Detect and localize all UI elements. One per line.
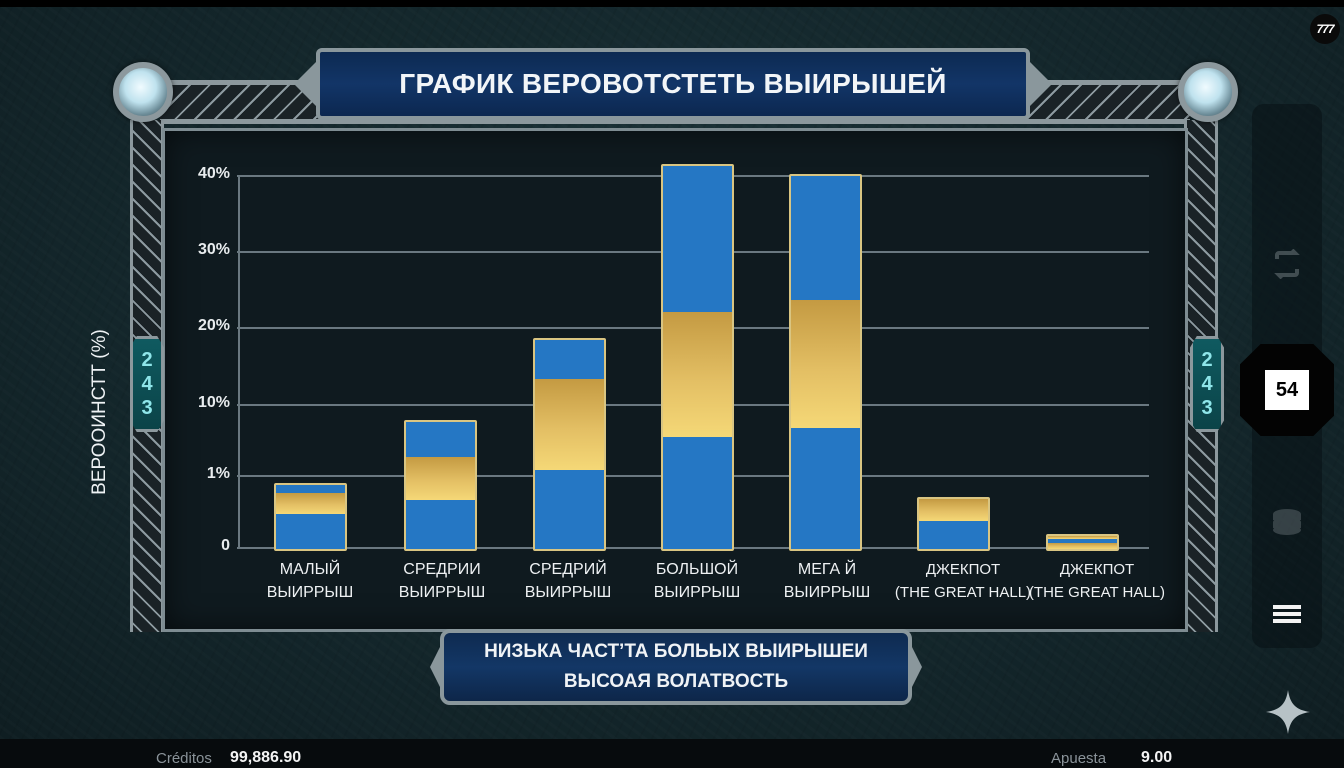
x-category-label: СРЕДРИЙ ВЫИРРЫШ bbox=[524, 561, 612, 601]
autoplay-icon[interactable] bbox=[1252, 244, 1322, 284]
bar-segment-blue bbox=[535, 340, 604, 379]
bar-segment-blue bbox=[406, 422, 475, 457]
bar-segment-blue bbox=[276, 514, 345, 549]
y-tick-label: 10% bbox=[197, 394, 230, 411]
note-line-1: НИЗЬКА ЧАСТ’ТА БОЛЬЫХ ВЫИРЫШЕИ bbox=[484, 641, 868, 662]
bar-segment-blue bbox=[535, 470, 604, 549]
ways-digit: 3 bbox=[1201, 397, 1213, 419]
bar-segment-gold bbox=[1048, 536, 1117, 539]
bar-2 bbox=[404, 420, 477, 551]
bar-segment-gold bbox=[1048, 543, 1117, 549]
menu-icon[interactable] bbox=[1252, 598, 1322, 630]
credits-value: 99,886.90 bbox=[230, 749, 302, 766]
plot-area bbox=[237, 160, 1149, 551]
bar-segment-blue bbox=[663, 166, 732, 312]
bar-segment-blue bbox=[276, 485, 345, 493]
orb-ornament-right bbox=[1178, 62, 1238, 122]
spin-count: 54 bbox=[1265, 370, 1309, 410]
bar-segment-blue bbox=[791, 176, 860, 300]
bar-6 bbox=[917, 497, 990, 551]
bar-segment-blue bbox=[919, 521, 988, 549]
y-axis-line bbox=[238, 175, 240, 548]
title-plate: ГРАФИК ВЕРОВОТСТЕТЬ ВЫИРЫШЕЙ bbox=[294, 48, 1052, 120]
bar-segment-gold bbox=[406, 457, 475, 500]
x-category-label: СРЕДРИИ ВЫИРРЫШ bbox=[398, 561, 486, 601]
bar-segment-gold bbox=[535, 379, 604, 470]
chart-title: ГРАФИК ВЕРОВОТСТЕТЬ ВЫИРЫШЕЙ bbox=[399, 68, 947, 99]
ways-badge-right: 2 4 3 bbox=[1190, 336, 1224, 432]
x-category-label: МАЛЫЙ ВЫИРРЫШ bbox=[266, 561, 354, 601]
bar-3 bbox=[533, 338, 606, 551]
ways-digit: 4 bbox=[1201, 373, 1213, 395]
note-line-2: ВЫСОАЯ ВОЛАТВОСТЬ bbox=[563, 671, 789, 692]
x-category-label: МЕГА Й ВЫИРРЫШ bbox=[783, 561, 871, 601]
bar-4 bbox=[661, 164, 734, 551]
bar-segment-blue bbox=[1048, 539, 1117, 543]
bottom-info-bar: Créditos 99,886.90 Apuesta 9.00 bbox=[0, 739, 1344, 768]
bar-segment-gold bbox=[276, 493, 345, 514]
coins-icon[interactable] bbox=[1252, 502, 1322, 542]
volatility-note-plate: НИЗЬКА ЧАСТ’ТА БОЛЬЫХ ВЫИРЫШЕИ ВЫСОАЯ ВО… bbox=[430, 629, 922, 705]
ways-digit: 2 bbox=[141, 349, 153, 371]
y-tick-label: 0 bbox=[221, 537, 230, 554]
bar-segment-gold bbox=[791, 300, 860, 428]
bar-5 bbox=[789, 174, 862, 551]
logo-777[interactable]: 777 bbox=[1310, 14, 1340, 44]
y-axis-title: ВЕРООИНСТТ (%) bbox=[89, 329, 110, 495]
bet-value[interactable]: 9.00 bbox=[1141, 749, 1173, 766]
x-category-label: БОЛЬШОЙ ВЫИРРЫШ bbox=[653, 561, 741, 601]
status-bar bbox=[0, 0, 1344, 7]
ways-badge-left: 2 4 3 bbox=[130, 336, 164, 432]
ways-digit: 2 bbox=[1201, 349, 1213, 371]
sparkle-icon[interactable] bbox=[1264, 688, 1312, 736]
spin-button[interactable]: 54 bbox=[1240, 344, 1334, 436]
bet-label: Apuesta bbox=[1051, 750, 1107, 767]
y-tick-label: 1% bbox=[206, 465, 230, 482]
bar-1 bbox=[274, 483, 347, 551]
orb-ornament-left bbox=[113, 62, 173, 122]
y-tick-label: 30% bbox=[197, 241, 230, 258]
bar-segment-blue bbox=[791, 428, 860, 549]
bar-segment-gold bbox=[663, 312, 732, 437]
y-tick-label: 40% bbox=[197, 165, 230, 182]
bar-segment-gold bbox=[919, 499, 988, 521]
bar-segment-blue bbox=[406, 500, 475, 549]
ways-digit: 3 bbox=[141, 397, 153, 419]
credits-label: Créditos bbox=[156, 750, 212, 767]
x-category-label: ДЖЕКПОТ (THE GREAT HALL) bbox=[894, 561, 1032, 601]
ways-digit: 4 bbox=[141, 373, 153, 395]
x-category-label: ДЖЕКПОТ (THE GREAT HALL) bbox=[1028, 561, 1166, 601]
bar-segment-blue bbox=[663, 437, 732, 549]
y-tick-label: 20% bbox=[197, 317, 230, 334]
bar-7 bbox=[1046, 534, 1119, 551]
